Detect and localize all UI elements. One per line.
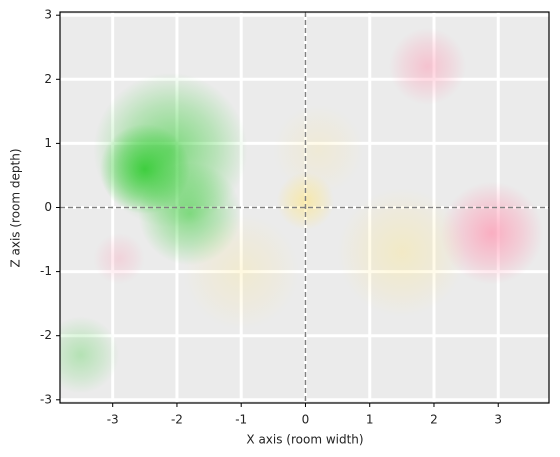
x-axis-label: X axis (room width) xyxy=(246,433,363,447)
y-tick-label: 1 xyxy=(44,136,52,150)
y-axis-label: Z axis (room depth) xyxy=(9,148,23,267)
x-tick-label: -1 xyxy=(235,413,247,427)
x-tick-label: -2 xyxy=(171,413,183,427)
density-blob xyxy=(183,213,300,330)
y-tick-label: 0 xyxy=(44,200,52,214)
y-tick-label: -3 xyxy=(40,392,52,406)
density-blob xyxy=(93,233,145,285)
plot-layer xyxy=(60,12,549,403)
y-tick-label: 3 xyxy=(44,8,52,22)
density-blob xyxy=(388,27,467,106)
x-tick-label: 3 xyxy=(494,413,502,427)
x-tick-label: 1 xyxy=(366,413,374,427)
density-blob xyxy=(273,104,364,195)
density-blob xyxy=(60,316,120,394)
x-tick-label: 2 xyxy=(430,413,438,427)
y-tick-label: 2 xyxy=(44,72,52,86)
density-blob xyxy=(337,188,467,317)
y-tick-label: -1 xyxy=(40,264,52,278)
x-tick-label: 0 xyxy=(302,413,310,427)
x-tick-label: -3 xyxy=(107,413,119,427)
plot-frame xyxy=(59,11,550,404)
y-tick-label: -2 xyxy=(40,328,52,342)
